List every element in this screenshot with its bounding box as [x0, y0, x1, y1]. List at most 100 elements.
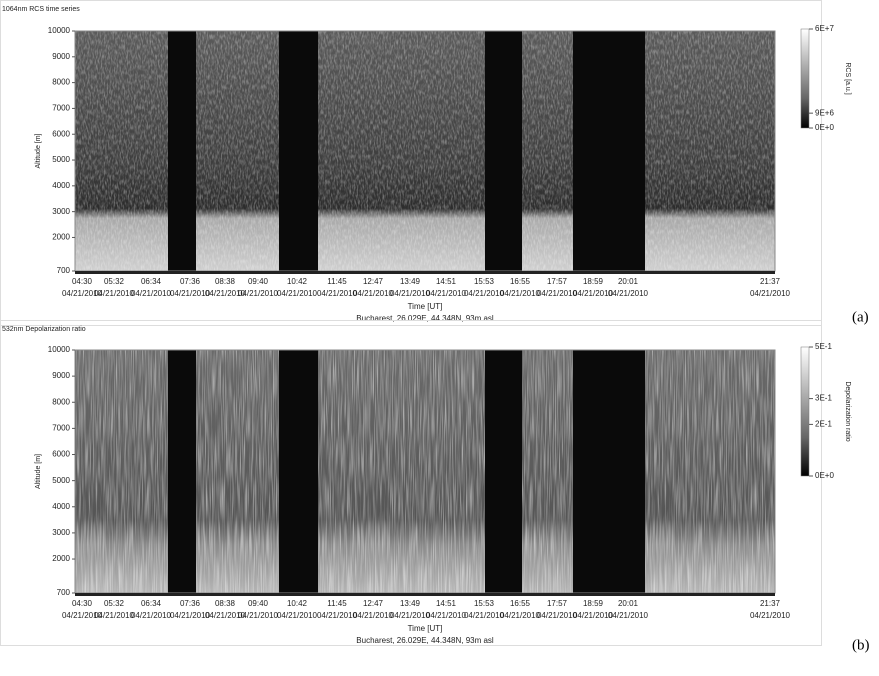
panel-label: (a) — [852, 309, 869, 325]
x-tick-time: 06:34 — [141, 277, 162, 286]
x-tick-time: 13:49 — [400, 599, 421, 608]
colorbar-tick-label: 9E+6 — [815, 108, 834, 117]
x-tick-date: 04/21/2010 — [750, 611, 791, 620]
x-tick-time: 18:59 — [583, 599, 604, 608]
data-gap — [485, 350, 522, 593]
y-tick-label: 4000 — [52, 502, 70, 511]
x-tick-date: 04/21/2010 — [390, 611, 431, 620]
location-subtitle: Bucharest, 26.029E, 44.348N, 93m asl — [356, 636, 494, 645]
x-tick-time: 17:57 — [547, 599, 568, 608]
x-tick-date: 04/21/2010 — [277, 289, 318, 298]
x-tick-time: 04:30 — [72, 277, 93, 286]
x-tick-time: 05:32 — [104, 277, 125, 286]
x-tick-time: 11:45 — [327, 277, 347, 286]
colorbar-tick-label: 2E-1 — [815, 420, 832, 429]
y-tick-label: 8000 — [52, 397, 70, 406]
colorbar — [801, 347, 809, 476]
x-tick-date: 04/21/2010 — [537, 611, 578, 620]
x-tick-time: 09:40 — [248, 599, 269, 608]
x-tick-time: 11:45 — [327, 599, 347, 608]
x-tick-time: 15:53 — [474, 599, 495, 608]
chart-title: 532nm Depolarization ratio — [2, 326, 86, 333]
x-tick-date: 04/21/2010 — [277, 611, 318, 620]
data-gap — [573, 31, 645, 271]
x-tick-time: 07:36 — [180, 599, 201, 608]
y-tick-label: 9000 — [52, 52, 70, 61]
y-tick-label: 700 — [57, 266, 71, 275]
y-tick-label: 8000 — [52, 78, 70, 87]
y-axis-label: Altitude [m] — [35, 133, 42, 168]
location-subtitle: Bucharest, 26.029E, 44.348N, 93m asl — [356, 314, 494, 323]
colorbar-label: RCS [a.u.] — [844, 62, 851, 94]
x-tick-time: 12:47 — [363, 277, 384, 286]
x-tick-time: 14:51 — [436, 599, 457, 608]
colorbar-tick-label: 6E+7 — [815, 24, 834, 33]
data-gap — [279, 31, 318, 271]
axis-bar — [75, 593, 775, 596]
y-tick-label: 6000 — [52, 450, 70, 459]
x-tick-time: 20:01 — [618, 277, 639, 286]
y-tick-label: 10000 — [48, 345, 71, 354]
x-tick-date: 04/21/2010 — [750, 289, 791, 298]
colorbar-tick-label: 0E+0 — [815, 471, 834, 480]
y-tick-label: 5000 — [52, 155, 70, 164]
y-tick-label: 5000 — [52, 476, 70, 485]
y-axis-label: Altitude [m] — [35, 454, 42, 489]
x-tick-time: 17:57 — [547, 277, 568, 286]
y-tick-label: 700 — [57, 588, 71, 597]
x-tick-date: 04/21/2010 — [390, 289, 431, 298]
data-gap — [279, 350, 318, 593]
x-tick-date: 04/21/2010 — [500, 289, 541, 298]
y-tick-label: 2000 — [52, 554, 70, 563]
colorbar-tick-label: 3E-1 — [815, 394, 832, 403]
x-axis-label: Time [UT] — [408, 302, 443, 311]
x-axis-label: Time [UT] — [408, 624, 443, 633]
y-tick-label: 3000 — [52, 207, 70, 216]
x-tick-time: 08:38 — [215, 599, 236, 608]
x-tick-date: 04/21/2010 — [131, 289, 172, 298]
x-tick-date: 04/21/2010 — [608, 611, 649, 620]
x-tick-date: 04/21/2010 — [317, 289, 358, 298]
y-tick-label: 4000 — [52, 181, 70, 190]
colorbar-label: Depolarization ratio — [844, 381, 851, 441]
x-tick-date: 04/21/2010 — [238, 611, 279, 620]
data-gap — [485, 31, 522, 271]
x-tick-time: 05:32 — [104, 599, 125, 608]
x-tick-time: 12:47 — [363, 599, 384, 608]
x-tick-time: 10:42 — [287, 599, 308, 608]
data-gap — [168, 350, 196, 593]
colorbar-tick-label: 5E-1 — [815, 342, 832, 351]
y-tick-label: 9000 — [52, 371, 70, 380]
x-tick-time: 21:37 — [760, 599, 781, 608]
y-tick-label: 10000 — [48, 26, 71, 35]
data-gap — [168, 31, 196, 271]
x-tick-time: 09:40 — [248, 277, 269, 286]
x-tick-time: 14:51 — [436, 277, 457, 286]
x-tick-date: 04/21/2010 — [464, 289, 505, 298]
x-tick-date: 04/21/2010 — [131, 611, 172, 620]
x-tick-time: 20:01 — [618, 599, 639, 608]
x-tick-time: 18:59 — [583, 277, 604, 286]
x-tick-time: 15:53 — [474, 277, 495, 286]
x-tick-time: 07:36 — [180, 277, 201, 286]
colorbar-tick-label: 0E+0 — [815, 123, 834, 132]
x-tick-date: 04/21/2010 — [464, 611, 505, 620]
y-tick-label: 7000 — [52, 104, 70, 113]
x-tick-date: 04/21/2010 — [500, 611, 541, 620]
x-tick-date: 04/21/2010 — [317, 611, 358, 620]
x-tick-time: 16:55 — [510, 277, 531, 286]
x-tick-date: 04/21/2010 — [537, 289, 578, 298]
x-tick-time: 13:49 — [400, 277, 421, 286]
axis-bar — [75, 271, 775, 274]
x-tick-date: 04/21/2010 — [238, 289, 279, 298]
y-tick-label: 2000 — [52, 233, 70, 242]
y-tick-label: 3000 — [52, 528, 70, 537]
x-tick-date: 04/21/2010 — [426, 611, 467, 620]
x-tick-date: 04/21/2010 — [94, 289, 135, 298]
x-tick-date: 04/21/2010 — [353, 611, 394, 620]
x-tick-time: 10:42 — [287, 277, 308, 286]
x-tick-date: 04/21/2010 — [353, 289, 394, 298]
x-tick-date: 04/21/2010 — [426, 289, 467, 298]
x-tick-time: 08:38 — [215, 277, 236, 286]
chart-title: 1064nm RCS time series — [2, 6, 80, 13]
